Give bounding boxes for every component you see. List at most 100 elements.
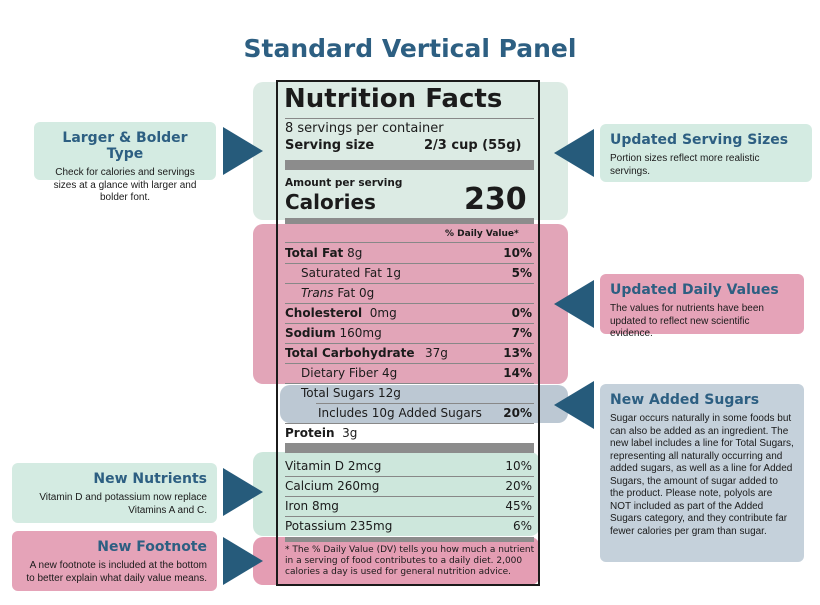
- arrow-left-icon: [554, 129, 594, 177]
- callout-new-nutrients: New Nutrients Vitamin D and potassium no…: [12, 463, 217, 523]
- row-saturated-fat: Saturated Fat 1g 5%: [285, 263, 534, 283]
- callout-larger-bolder-type: Larger & Bolder Type Check for calories …: [34, 122, 216, 203]
- row-label: Iron 8mg: [285, 499, 339, 513]
- row-dv: 45%: [505, 499, 532, 513]
- row-dv: 6%: [512, 519, 532, 533]
- divider: [285, 118, 534, 119]
- row-label: Calcium 260mg: [285, 479, 380, 493]
- row-vitamin-d: Vitamin D 2mcg 10%: [285, 456, 534, 476]
- divider: [285, 283, 534, 284]
- row-amount: 3g: [342, 426, 358, 440]
- callout-text: Vitamin D and potassium now replace Vita…: [39, 492, 207, 516]
- row-sodium: Sodium 160mg 7%: [285, 323, 534, 343]
- label-heading: Nutrition Facts: [284, 84, 503, 114]
- callout-text: The values for nutrients have been updat…: [610, 303, 764, 339]
- serving-size-label: Serving size: [285, 138, 375, 153]
- calories-value: 230: [464, 182, 527, 217]
- serving-size-value: 2/3 cup (55g): [424, 138, 522, 153]
- divider: [285, 476, 534, 477]
- arrow-right-icon: [223, 127, 263, 175]
- servings-per-container: 8 servings per container: [285, 121, 444, 136]
- row-label: Protein: [285, 426, 335, 440]
- amount-per-serving: Amount per serving: [285, 177, 403, 189]
- row-total-fat: Total Fat 8g 10%: [285, 243, 534, 263]
- callout-text: Check for calories and servings sizes at…: [53, 167, 197, 203]
- row-amount: 160mg: [339, 326, 382, 340]
- row-trans-fat: Trans Fat 0g: [285, 283, 534, 303]
- row-amount: 0mg: [369, 306, 397, 320]
- highlight-serving: [253, 82, 568, 220]
- dv-header: % Daily Value*: [445, 229, 519, 239]
- arrow-right-icon: [223, 468, 263, 516]
- page-title: Standard Vertical Panel: [243, 34, 577, 63]
- callout-text: Portion sizes reflect more realistic ser…: [610, 153, 760, 177]
- row-label: Cholesterol: [285, 306, 363, 320]
- highlight-added-sugars: [280, 385, 568, 423]
- row-dietary-fiber: Dietary Fiber 4g 14%: [285, 363, 534, 383]
- callout-title: New Footnote: [97, 539, 207, 555]
- row-total-carbohydrate: Total Carbohydrate 37g 13%: [285, 343, 534, 363]
- row-dv: 5%: [511, 266, 532, 280]
- row-label: Fat 0g: [337, 286, 375, 300]
- divider: [285, 363, 534, 364]
- thick-rule: [285, 160, 534, 170]
- divider: [285, 516, 534, 517]
- callout-title: Updated Serving Sizes: [610, 132, 789, 148]
- divider: [285, 496, 534, 497]
- row-dv: 7%: [511, 326, 532, 340]
- callout-title: Larger & Bolder Type: [62, 130, 188, 162]
- arrow-left-icon: [554, 280, 594, 328]
- row-dv: 10%: [503, 246, 532, 260]
- row-calcium: Calcium 260mg 20%: [285, 476, 534, 496]
- row-potassium: Potassium 235mg 6%: [285, 516, 534, 536]
- row-dv: 10%: [505, 459, 532, 473]
- row-label: Includes 10g Added Sugars: [318, 406, 482, 420]
- divider: [285, 343, 534, 344]
- label-footnote: * The % Daily Value (DV) tells you how m…: [285, 545, 535, 577]
- row-total-sugars: Total Sugars 12g: [285, 383, 534, 403]
- divider: [285, 323, 534, 324]
- row-protein: Protein 3g: [285, 423, 534, 443]
- row-cholesterol: Cholesterol 0mg 0%: [285, 303, 534, 323]
- highlight-nutrients: [253, 452, 540, 536]
- nutrition-label-panel: [276, 80, 540, 586]
- divider: [285, 263, 534, 264]
- callout-title: New Nutrients: [93, 471, 207, 487]
- divider: [285, 242, 534, 243]
- row-label: Saturated Fat 1g: [301, 266, 402, 280]
- row-label: Sodium: [285, 326, 336, 340]
- arrow-left-icon: [554, 381, 594, 429]
- row-label: Total Fat: [285, 246, 344, 260]
- medium-rule: [285, 218, 534, 224]
- highlight-daily-values: [253, 224, 568, 384]
- callout-text: Sugar occurs naturally in some foods but…: [610, 413, 794, 537]
- row-dv: 20%: [503, 406, 532, 420]
- callout-new-added-sugars: New Added Sugars Sugar occurs naturally …: [600, 384, 804, 562]
- row-label: Total Sugars 12g: [301, 386, 401, 400]
- row-dv: 0%: [511, 306, 532, 320]
- callout-title: New Added Sugars: [610, 392, 760, 408]
- arrow-right-icon: [223, 537, 263, 585]
- callout-updated-daily-values: Updated Daily Values The values for nutr…: [600, 274, 804, 339]
- row-label: Potassium 235mg: [285, 519, 393, 533]
- callout-text: A new footnote is included at the bottom…: [26, 560, 207, 584]
- divider: [285, 383, 534, 384]
- divider: [285, 423, 534, 424]
- medium-rule: [285, 537, 534, 542]
- divider: [285, 303, 534, 304]
- row-label-italic: Trans: [301, 286, 334, 300]
- divider: [316, 403, 534, 404]
- row-dv: 13%: [503, 346, 532, 360]
- callout-updated-serving-sizes: Updated Serving Sizes Portion sizes refl…: [600, 124, 812, 182]
- highlight-footnote: [253, 537, 540, 585]
- row-label: Dietary Fiber 4g: [301, 366, 398, 380]
- calories-label: Calories: [285, 190, 376, 214]
- row-dv: 20%: [505, 479, 532, 493]
- row-iron: Iron 8mg 45%: [285, 496, 534, 516]
- row-dv: 14%: [503, 366, 532, 380]
- callout-new-footnote: New Footnote A new footnote is included …: [12, 531, 217, 591]
- row-label: Vitamin D 2mcg: [285, 459, 382, 473]
- row-amount: 8g: [347, 246, 363, 260]
- row-amount: 37g: [425, 346, 448, 360]
- callout-title: Updated Daily Values: [610, 282, 779, 298]
